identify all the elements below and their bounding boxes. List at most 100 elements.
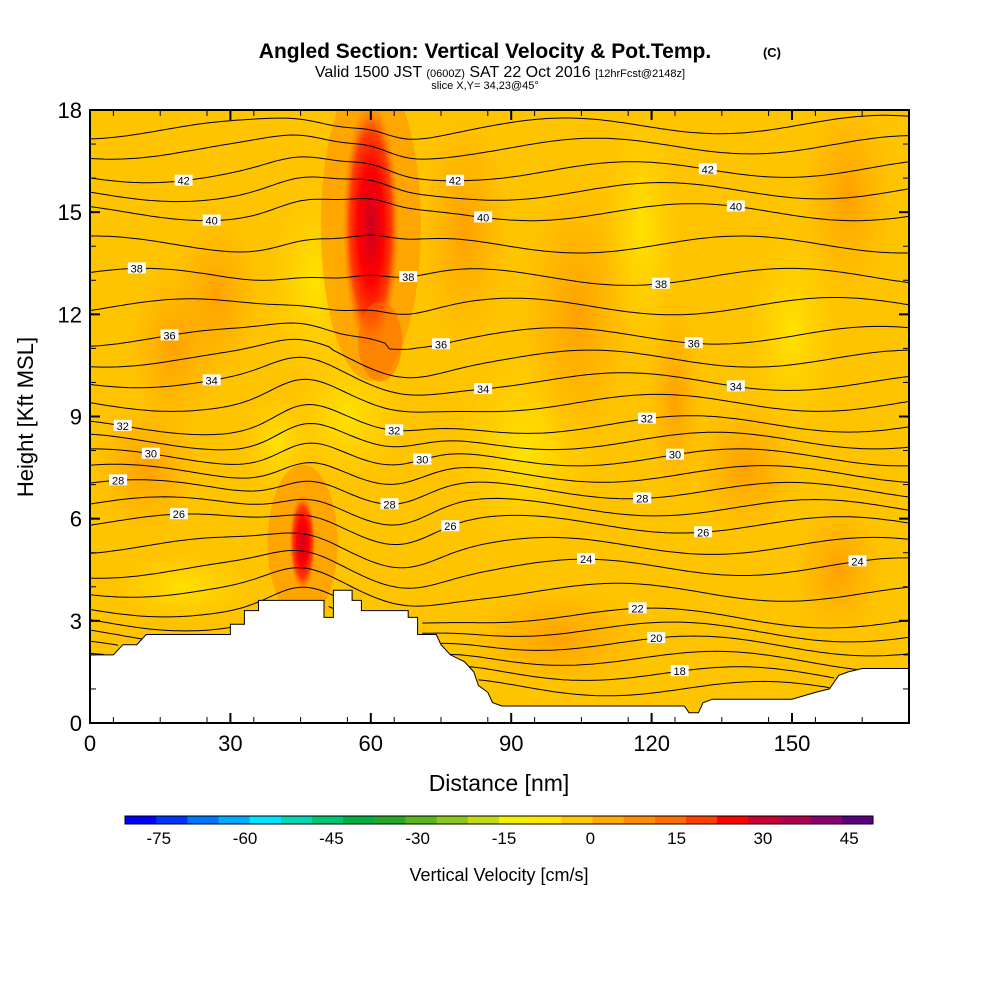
theta-contour — [90, 114, 909, 140]
field-region — [464, 586, 652, 689]
theta-label-bg — [474, 211, 493, 223]
theta-label-bg — [726, 380, 745, 392]
theta-contour-label: 42 — [702, 164, 714, 176]
colorbar-tick-label: -30 — [405, 829, 430, 848]
colorbar-swatch — [654, 816, 687, 824]
theta-label-bg — [441, 520, 460, 532]
slice-label: slice X,Y= 34,23@45° — [431, 80, 539, 92]
y-tick-label: 9 — [70, 405, 82, 430]
colorbar-swatch — [187, 816, 219, 824]
colorbar-tick-label: 15 — [667, 829, 686, 848]
theta-contour-label: 32 — [388, 425, 400, 437]
chart-title-unit: (C) — [763, 45, 781, 60]
theta-label-bg — [628, 602, 647, 614]
theta-contour-label: 40 — [477, 212, 489, 224]
field-region — [520, 178, 633, 451]
theta-contour-label: 42 — [449, 176, 461, 188]
theta-contour — [90, 356, 909, 396]
updraft-core — [289, 494, 316, 591]
theta-contour-label: 30 — [669, 450, 681, 462]
colorbar-label: Vertical Velocity [cm/s] — [409, 865, 588, 885]
theta-label-bg — [202, 374, 221, 386]
subtitle-forecast: [12hrFcst@2148z] — [595, 68, 685, 80]
colorbar-swatch — [779, 816, 812, 824]
theta-contour-label: 32 — [117, 421, 129, 433]
theta-contour-label: 18 — [674, 666, 686, 678]
field-region — [745, 229, 839, 434]
colorbar-swatch — [748, 816, 780, 824]
subtitle-zulu: (0600Z) — [426, 68, 465, 80]
colorbar-tick-label: -60 — [233, 829, 258, 848]
theta-label-bg — [637, 412, 656, 424]
colorbar-tick-label: 45 — [840, 829, 859, 848]
colorbar-tick-label: -45 — [319, 829, 344, 848]
theta-label-bg — [670, 665, 689, 677]
field-region — [604, 110, 680, 349]
colorbar-swatch — [561, 816, 593, 824]
theta-contour — [90, 629, 909, 657]
y-tick-label: 6 — [70, 507, 82, 532]
theta-label-bg — [684, 337, 703, 349]
theta-contour — [90, 606, 909, 643]
theta-label-bg — [413, 453, 432, 465]
colorbar-swatch — [405, 816, 438, 824]
theta-contour — [90, 322, 909, 350]
field-region — [169, 212, 264, 383]
colorbar-swatch — [374, 816, 406, 824]
y-tick-label: 12 — [58, 302, 82, 327]
theta-label-bg — [174, 174, 193, 186]
theta-contour-label: 38 — [131, 263, 143, 275]
colorbar-swatch — [280, 816, 313, 824]
theta-label-bg — [651, 277, 670, 289]
theta-contour — [90, 496, 909, 526]
plot-area: 18 20 22 24 24 26 26 26 28 28 28 30 30 30 32 32 32 34 34 34… — [90, 110, 909, 723]
colorbar-swatch — [249, 816, 282, 824]
y-axis-label: Height [Kft MSL] — [13, 337, 38, 497]
theta-label-bg — [385, 424, 404, 436]
theta-contour — [90, 422, 909, 451]
theta-contour-label: 32 — [641, 414, 653, 426]
theta-label-bg — [446, 174, 465, 186]
colorbar-swatch — [467, 816, 500, 824]
x-tick-label: 150 — [774, 731, 811, 756]
theta-contours — [90, 114, 909, 697]
theta-label-bg — [647, 632, 666, 644]
y-tick-label: 0 — [70, 711, 82, 736]
theta-contour — [90, 234, 909, 254]
field-region — [792, 501, 886, 638]
colorbar-swatch — [686, 816, 718, 824]
theta-contour — [478, 679, 830, 697]
y-tick-label: 15 — [58, 200, 82, 225]
theta-contour — [90, 156, 909, 184]
theta-contour — [90, 513, 909, 545]
x-tick-label: 0 — [84, 731, 96, 756]
colorbar-swatch — [436, 816, 469, 824]
colorbar-swatch — [125, 816, 157, 824]
colorbar-swatch — [156, 816, 188, 824]
colorbar-swatch — [841, 816, 874, 824]
theta-contour — [90, 197, 909, 222]
theta-contour-labels: 18 20 22 24 24 26 26 26 28 28 28 30 30 30 32 32 32 34 34 34… — [109, 163, 867, 678]
theta-label-bg — [848, 555, 867, 567]
y-tick-label: 18 — [58, 98, 82, 123]
theta-contour — [90, 338, 909, 379]
theta-contour-label: 34 — [730, 381, 742, 393]
colorbar-swatch — [530, 816, 562, 824]
theta-label-bg — [202, 214, 221, 226]
colorbar-frame — [124, 815, 874, 825]
colorbar-swatch — [218, 816, 251, 824]
theta-contour — [90, 479, 909, 505]
colorbar-swatch — [810, 816, 843, 824]
theta-label-bg — [113, 419, 132, 431]
theta-contour — [90, 267, 909, 286]
theta-contour-label: 34 — [477, 384, 489, 396]
field-region — [417, 110, 512, 349]
theta-label-bg — [698, 163, 717, 175]
x-tick-label: 120 — [633, 731, 670, 756]
theta-contour-label: 28 — [636, 493, 648, 505]
theta-label-bg — [399, 270, 418, 282]
theta-contour — [90, 462, 909, 485]
colorbar-swatch — [717, 816, 749, 824]
theta-label-bg — [474, 383, 493, 395]
